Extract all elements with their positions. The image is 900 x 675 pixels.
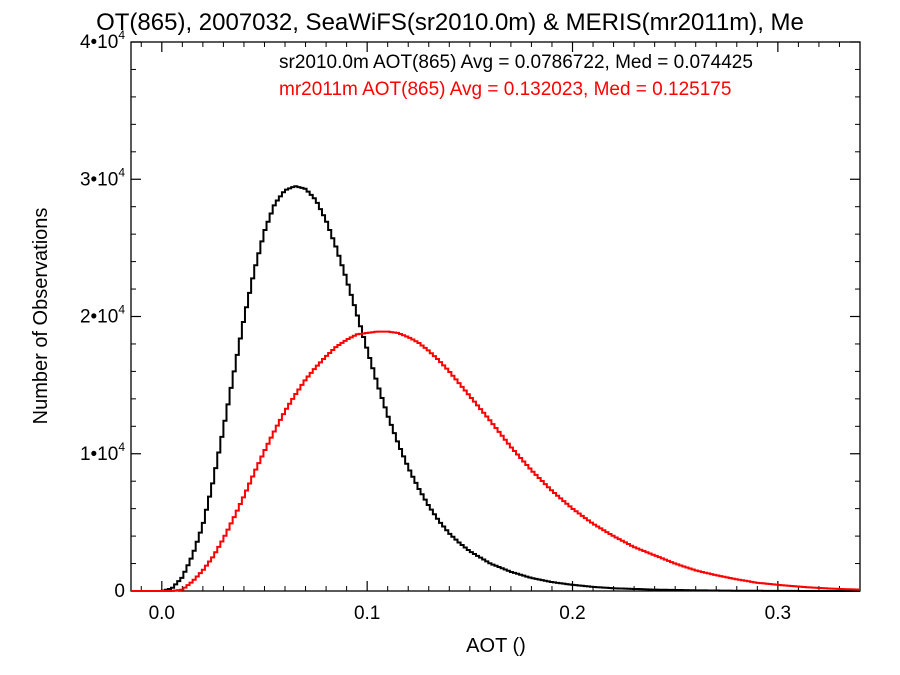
y-tick-label: 3•104 bbox=[80, 165, 125, 190]
y-tick-label: 1•104 bbox=[80, 440, 125, 465]
chart-title: OT(865), 2007032, SeaWiFS(sr2010.0m) & M… bbox=[96, 9, 804, 36]
x-tick-label: 0.3 bbox=[765, 603, 791, 624]
series-line-1 bbox=[131, 185, 860, 592]
y-tick-exponent: 4 bbox=[118, 440, 125, 454]
y-tick-mantissa: 2•10 bbox=[80, 307, 118, 328]
x-tick-label: 0.0 bbox=[149, 603, 175, 624]
y-tick-label: 2•104 bbox=[80, 303, 125, 328]
y-tick-exponent: 4 bbox=[118, 165, 125, 179]
series-line-2 bbox=[131, 330, 860, 592]
y-tick-label: 4•104 bbox=[80, 28, 125, 53]
series-layer bbox=[131, 185, 860, 592]
y-tick-mantissa: 4•10 bbox=[80, 32, 118, 53]
x-axis-label: AOT () bbox=[466, 635, 526, 657]
plot-frame bbox=[130, 41, 861, 592]
y-tick-label: 0 bbox=[114, 581, 125, 602]
y-tick-mantissa: 3•10 bbox=[80, 169, 118, 190]
x-tick-label: 0.1 bbox=[354, 603, 380, 624]
y-axis-label: Number of Observations bbox=[30, 208, 52, 425]
legend-entry-2: mr2011m AOT(865) Avg = 0.132023, Med = 0… bbox=[279, 79, 731, 100]
y-tick-mantissa: 0 bbox=[114, 581, 125, 602]
y-tick-exponent: 4 bbox=[118, 303, 125, 317]
x-axis-ticks: 0.0 0.1 0.2 0.3 bbox=[140, 42, 840, 624]
legend-entry-1: sr2010.0m AOT(865) Avg = 0.0786722, Med … bbox=[279, 52, 753, 73]
y-tick-mantissa: 1•10 bbox=[80, 444, 118, 465]
y-tick-exponent: 4 bbox=[118, 28, 125, 42]
x-tick-label: 0.2 bbox=[559, 603, 585, 624]
